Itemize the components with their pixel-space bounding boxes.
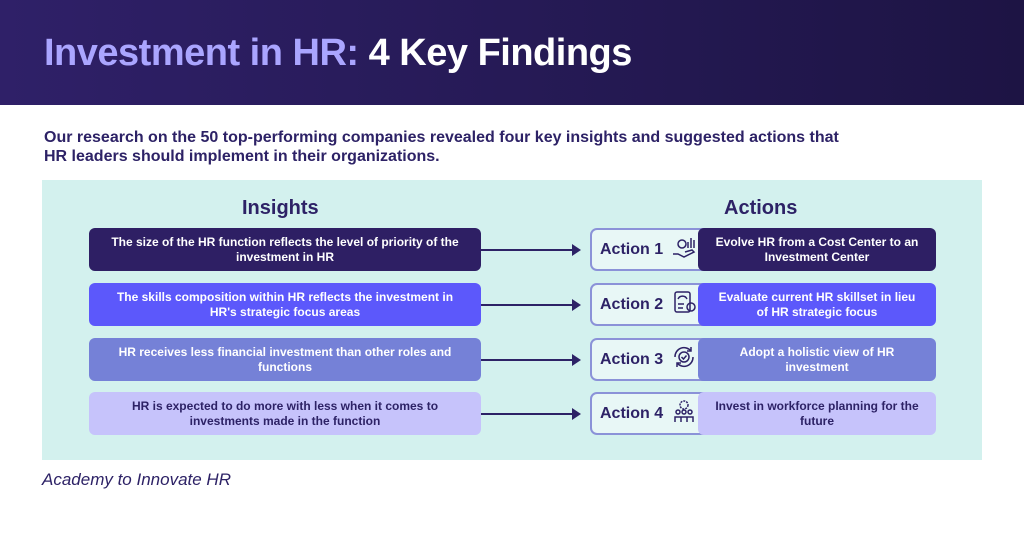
arrow-icon	[481, 299, 581, 311]
action-label-box: Action 4	[590, 392, 710, 435]
insights-heading: Insights	[242, 197, 319, 219]
insight-box: The size of the HR function reflects the…	[89, 228, 481, 271]
action-box: Evolve HR from a Cost Center to an Inves…	[698, 228, 936, 271]
arrow-icon	[481, 354, 581, 366]
actions-heading: Actions	[724, 197, 798, 219]
finding-row: The size of the HR function reflects the…	[0, 228, 1024, 272]
finding-row: HR is expected to do more with less when…	[0, 392, 1024, 436]
finding-row: The skills composition within HR reflect…	[0, 283, 1024, 327]
hand-money-chart-icon	[663, 234, 697, 265]
arrow-icon	[481, 244, 581, 256]
header-banner: Investment in HR: 4 Key Findings	[0, 0, 1024, 105]
insight-box: HR is expected to do more with less when…	[89, 392, 481, 435]
action-label-box: Action 1	[590, 228, 710, 271]
intro-text: Our research on the 50 top-performing co…	[44, 129, 839, 165]
arrow-icon	[481, 408, 581, 420]
action-box: Adopt a holistic view of HR investment	[698, 338, 936, 381]
action-box: Evaluate current HR skillset in lieu of …	[698, 283, 936, 326]
finding-row: HR receives less financial investment th…	[0, 338, 1024, 382]
insight-box: HR receives less financial investment th…	[89, 338, 481, 381]
source-credit: Academy to Innovate HR	[42, 470, 231, 489]
action-box: Invest in workforce planning for the fut…	[698, 392, 936, 435]
page-title: Investment in HR: 4 Key Findings	[44, 32, 632, 74]
clipboard-gauge-icon	[663, 289, 697, 320]
team-gear-icon	[663, 398, 697, 429]
action-label-box: Action 2	[590, 283, 710, 326]
refresh-check-icon	[663, 344, 697, 375]
insight-box: The skills composition within HR reflect…	[89, 283, 481, 326]
action-label-box: Action 3	[590, 338, 710, 381]
